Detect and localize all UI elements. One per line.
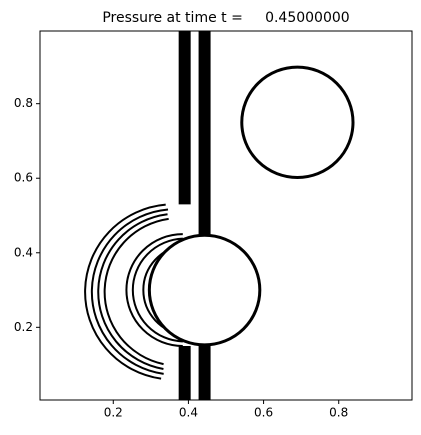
contour-arc: [90, 208, 169, 375]
y-tick-label: 0.4: [14, 245, 33, 259]
contour-arc: [125, 233, 183, 347]
y-tick-label: 0.8: [14, 96, 33, 110]
y-tick-label: 0.2: [14, 320, 33, 334]
contour-arc: [103, 217, 169, 366]
y-tick-label: 0.6: [14, 171, 33, 185]
chart-title: Pressure at time t = 0.45000000: [102, 10, 349, 26]
contour-circle: [240, 65, 355, 179]
x-tick-label: 0.4: [179, 406, 198, 420]
contour-circle: [147, 233, 262, 347]
x-tick-label: 0.2: [104, 406, 123, 420]
x-tick-label: 0.8: [329, 406, 348, 420]
contour-arc: [84, 203, 166, 380]
x-tick-label: 0.6: [254, 406, 273, 420]
plot-frame: [39, 30, 413, 401]
contour-arc: [97, 213, 168, 370]
contour-arc: [131, 237, 183, 343]
